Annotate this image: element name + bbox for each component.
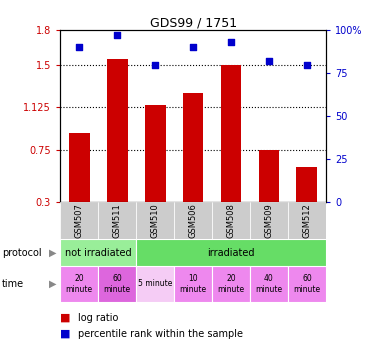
Bar — [296, 167, 317, 202]
Text: GSM507: GSM507 — [74, 203, 84, 238]
Bar — [250, 202, 288, 239]
Text: GSM510: GSM510 — [151, 203, 159, 238]
Text: GSM508: GSM508 — [227, 203, 236, 238]
Text: GSM506: GSM506 — [189, 203, 197, 238]
Bar — [60, 266, 98, 302]
Text: 20
minute: 20 minute — [66, 274, 93, 293]
Text: irradiated: irradiated — [207, 247, 255, 258]
Text: GDS99 / 1751: GDS99 / 1751 — [151, 16, 237, 29]
Bar — [288, 202, 326, 239]
Text: time: time — [2, 279, 24, 289]
Point — [228, 40, 234, 45]
Text: protocol: protocol — [2, 247, 42, 258]
Point — [266, 58, 272, 64]
Bar — [250, 266, 288, 302]
Text: 40
minute: 40 minute — [255, 274, 282, 293]
Bar — [60, 239, 136, 266]
Point — [152, 62, 158, 67]
Bar — [98, 202, 136, 239]
Text: percentile rank within the sample: percentile rank within the sample — [78, 329, 242, 339]
Bar — [258, 150, 279, 202]
Bar — [183, 93, 203, 202]
Text: ■: ■ — [60, 313, 71, 323]
Bar — [212, 202, 250, 239]
Text: GSM509: GSM509 — [265, 203, 274, 238]
Bar — [69, 133, 90, 202]
Text: 5 minute: 5 minute — [138, 279, 172, 288]
Bar — [145, 105, 166, 202]
Bar — [212, 266, 250, 302]
Text: 10
minute: 10 minute — [180, 274, 206, 293]
Text: 20
minute: 20 minute — [217, 274, 244, 293]
Bar — [107, 59, 128, 202]
Text: GSM512: GSM512 — [302, 203, 312, 238]
Bar — [288, 266, 326, 302]
Text: 60
minute: 60 minute — [293, 274, 320, 293]
Bar — [60, 202, 98, 239]
Text: not irradiated: not irradiated — [65, 247, 132, 258]
Bar — [136, 239, 326, 266]
Text: 60
minute: 60 minute — [104, 274, 131, 293]
Text: ▶: ▶ — [48, 279, 56, 289]
Point — [190, 45, 196, 50]
Bar — [136, 266, 174, 302]
Text: log ratio: log ratio — [78, 313, 118, 323]
Point — [304, 62, 310, 67]
Bar — [98, 266, 136, 302]
Bar — [174, 202, 212, 239]
Point — [76, 45, 82, 50]
Text: ■: ■ — [60, 329, 71, 339]
Point — [114, 32, 120, 38]
Bar — [220, 65, 241, 202]
Bar — [174, 266, 212, 302]
Text: ▶: ▶ — [48, 247, 56, 258]
Bar — [136, 202, 174, 239]
Text: GSM511: GSM511 — [113, 203, 121, 238]
